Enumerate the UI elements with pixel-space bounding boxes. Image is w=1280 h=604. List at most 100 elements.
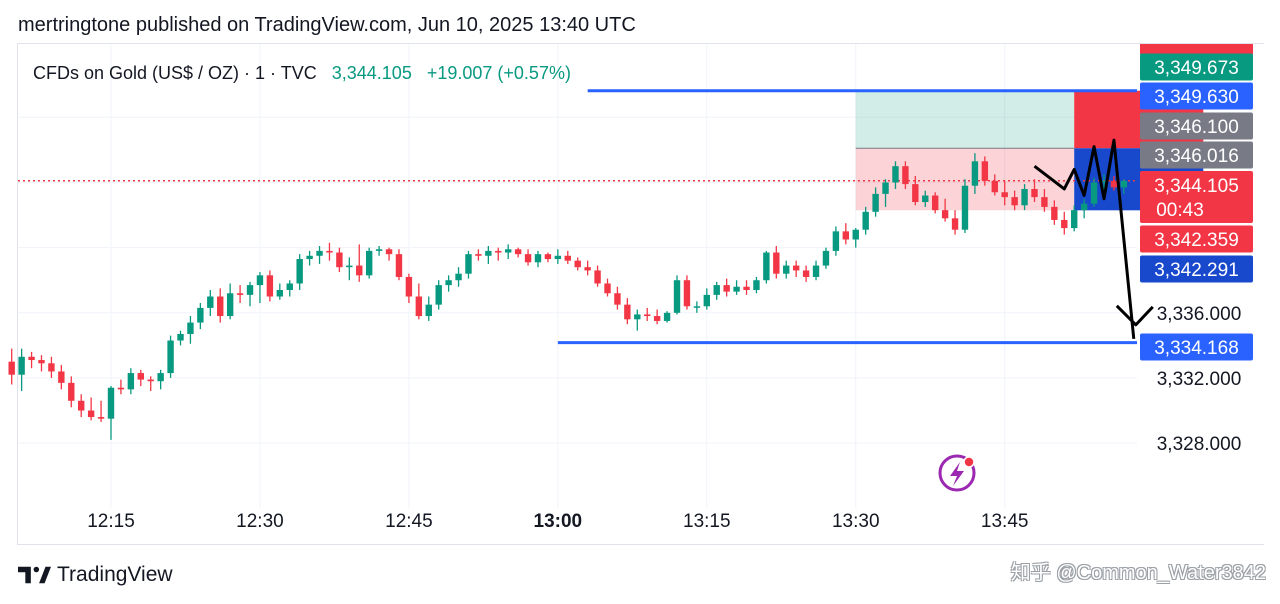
price-label-text: 3,334.168 — [1154, 338, 1239, 359]
candle-body — [28, 356, 35, 361]
symbol-legend[interactable]: CFDs on Gold (US$ / OZ) · 1 · TVC 3,344.… — [33, 63, 571, 84]
x-tick-label: 12:15 — [87, 511, 135, 532]
price-label-text: 3,349.630 — [1154, 87, 1239, 108]
candle-body — [18, 356, 25, 375]
candle-body — [703, 294, 710, 307]
y-tick-label: 3,328.000 — [1157, 434, 1242, 455]
candle-body — [197, 307, 204, 323]
candle-body — [246, 285, 254, 295]
candle-body — [58, 371, 65, 383]
candle-body — [1001, 192, 1008, 198]
price-label-box — [1140, 171, 1253, 223]
candle-body — [445, 280, 452, 286]
x-tick-label: 13:45 — [981, 511, 1029, 532]
candle-body — [564, 255, 571, 261]
candle-body — [157, 373, 164, 382]
candle-body — [912, 184, 919, 203]
candle-body — [922, 195, 929, 203]
candle-body — [266, 275, 274, 297]
tradingview-brand[interactable]: TradingView — [18, 562, 173, 588]
candle-body — [475, 254, 482, 256]
candle-body — [226, 293, 234, 317]
candle-body — [653, 316, 661, 321]
candle-body — [415, 296, 423, 317]
candle-body — [604, 283, 611, 294]
price-label-box — [1140, 82, 1253, 110]
x-tick-label: 12:30 — [236, 511, 284, 532]
candle-body — [296, 259, 303, 284]
candle-body — [842, 231, 850, 240]
candle-body — [326, 250, 333, 253]
candle-body — [306, 255, 313, 260]
candle-body — [147, 379, 154, 382]
y-tick-label: 3,332.000 — [1157, 369, 1242, 390]
y-tick-label: 3,336.000 — [1157, 304, 1242, 325]
candle-body — [495, 250, 502, 253]
candle-body — [78, 400, 85, 411]
candle-body — [1071, 210, 1078, 229]
candle-body — [435, 285, 442, 305]
candle-body — [375, 249, 383, 251]
candle-body — [624, 304, 631, 320]
candle-body — [812, 265, 820, 277]
arrow-head — [1115, 304, 1154, 327]
price-label-box — [1140, 255, 1253, 283]
candle-body — [951, 218, 959, 230]
candle-body — [207, 296, 214, 308]
price-label-box — [1140, 53, 1253, 81]
candle-body — [514, 249, 522, 255]
candle-body — [594, 270, 601, 284]
x-tick-label: 13:00 — [534, 511, 583, 532]
candle-body — [644, 314, 651, 317]
candle-body — [634, 314, 641, 320]
candle-body — [316, 250, 323, 256]
candle-body — [68, 382, 75, 401]
price-label-text: 3,342.291 — [1154, 260, 1239, 281]
candle-body — [8, 361, 15, 375]
candle-body — [534, 254, 542, 263]
candle-body — [1100, 180, 1108, 183]
candle-body — [673, 280, 681, 313]
candle-body — [882, 182, 889, 194]
candle-body — [733, 286, 740, 292]
x-axis: 12:15 12:30 12:45 13:00 13:15 13:30 13:45 — [87, 511, 1028, 532]
candle-body — [127, 373, 135, 390]
price-label-box — [1140, 225, 1253, 253]
stop-zone-left — [855, 90, 1075, 149]
candle-body — [167, 340, 174, 374]
candle-body — [1090, 182, 1098, 204]
publisher-line: mertringtone published on TradingView.co… — [18, 14, 636, 36]
price-label-box — [1140, 112, 1253, 140]
candle-body — [743, 286, 750, 290]
candle-body — [524, 254, 532, 263]
candle-body — [187, 322, 194, 334]
candle-body — [346, 265, 353, 268]
price-label-text: 3,346.100 — [1154, 117, 1239, 138]
candle-body — [544, 254, 552, 260]
countdown-text: 00:43 — [1156, 200, 1204, 221]
candle-body — [961, 185, 969, 230]
candles — [8, 153, 1128, 440]
candle-body — [991, 180, 998, 193]
candle-body — [107, 387, 115, 419]
price-labels: 3,349.673 3,349.630 3,346.100 3,346.016 3,34… — [1140, 44, 1253, 361]
candle-body — [117, 387, 125, 390]
candle-body — [97, 417, 105, 419]
candle-body — [663, 312, 671, 321]
candle-body — [713, 285, 720, 295]
x-tick-label: 13:15 — [683, 511, 731, 532]
candle-body — [783, 265, 790, 274]
candle-body — [971, 161, 979, 186]
candle-body — [1051, 206, 1058, 220]
candle-body — [1031, 188, 1038, 198]
candle-body — [336, 252, 343, 268]
candle-body — [1021, 188, 1028, 206]
x-tick-label: 13:30 — [832, 511, 880, 532]
last-price: 3,344.105 — [331, 63, 412, 83]
candle-body — [236, 293, 244, 295]
candle-body — [584, 267, 591, 271]
candle-body — [981, 161, 989, 181]
chart-frame[interactable] — [17, 43, 1264, 545]
alert-lightning-icon[interactable] — [938, 454, 976, 492]
